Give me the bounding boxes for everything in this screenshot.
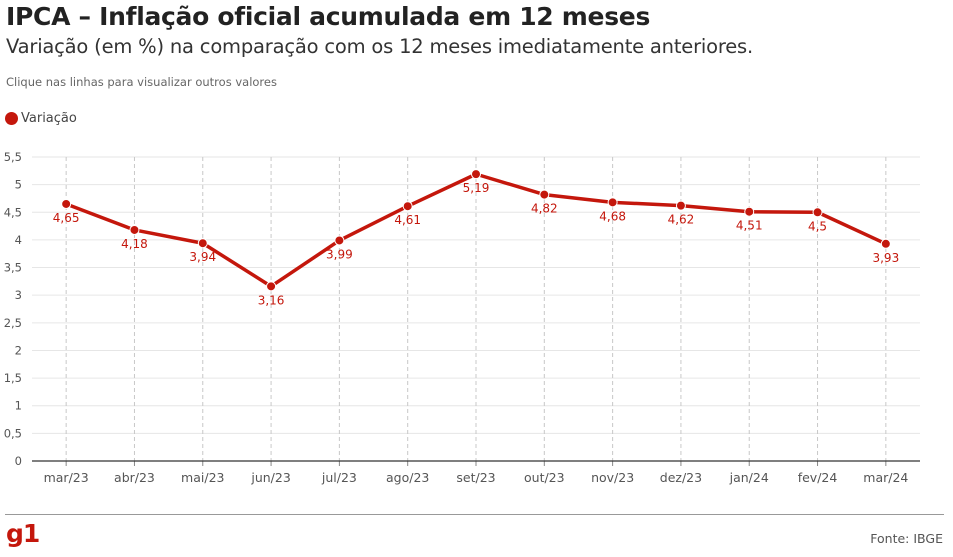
x-tick-label: out/23 <box>524 470 565 485</box>
data-point <box>675 200 686 211</box>
data-label: 3,16 <box>258 293 285 307</box>
data-label: 4,18 <box>121 237 148 251</box>
y-tick-label: 5 <box>15 178 22 192</box>
legend-marker-icon <box>5 112 18 125</box>
x-tick-label: jul/23 <box>321 470 357 485</box>
x-tick-label: jan/24 <box>729 470 769 485</box>
x-tick-label: nov/23 <box>591 470 634 485</box>
data-point <box>471 169 481 180</box>
data-point <box>880 238 891 249</box>
x-tick-label: fev/24 <box>798 470 838 485</box>
y-tick-label: 1 <box>15 399 22 413</box>
data-label: 4,61 <box>394 213 421 227</box>
data-point <box>607 197 618 208</box>
data-label: 4,5 <box>808 219 827 233</box>
legend-label: Variação <box>21 111 77 126</box>
y-tick-label: 2,5 <box>4 316 22 330</box>
x-tick-label: mai/23 <box>181 470 224 485</box>
y-tick-label: 0 <box>15 454 22 468</box>
x-tick-label: ago/23 <box>386 470 429 485</box>
y-tick-label: 3,5 <box>4 261 22 275</box>
data-label: 3,93 <box>872 251 899 265</box>
footer-divider <box>5 514 944 515</box>
data-label: 4,68 <box>599 209 626 223</box>
legend-item-variacao[interactable]: Variação <box>5 111 77 126</box>
g1-logo: g1 <box>6 519 40 548</box>
x-tick-label: set/23 <box>456 470 495 485</box>
line-chart[interactable]: 0 0,5 1 1,5 2 2,5 3 3,5 4 4,5 5 5,5 mar/23 abr/23 mai/… <box>0 140 953 500</box>
y-tick-label: 3 <box>15 288 22 302</box>
data-point <box>402 201 413 212</box>
data-point <box>61 198 72 209</box>
x-tick-label: abr/23 <box>114 470 155 485</box>
x-tick-label: mar/24 <box>863 470 908 485</box>
data-point <box>334 235 345 246</box>
y-tick-label: 1,5 <box>4 371 22 385</box>
data-label: 4,51 <box>736 219 763 233</box>
y-tick-label: 4 <box>15 233 22 247</box>
data-point <box>129 224 140 235</box>
data-label: 5,19 <box>463 181 490 195</box>
x-tick-label: jun/23 <box>250 470 290 485</box>
data-label: 4,62 <box>668 213 695 227</box>
y-tick-label: 0,5 <box>4 426 22 440</box>
chart-subtitle: Variação (em %) na comparação com os 12 … <box>6 35 753 58</box>
x-tick-label: dez/23 <box>660 470 702 485</box>
data-label: 4,82 <box>531 202 558 216</box>
data-label: 3,94 <box>189 250 216 264</box>
source-credit: Fonte: IBGE <box>870 531 943 546</box>
data-point <box>539 189 550 200</box>
data-label: 3,99 <box>326 247 353 261</box>
y-tick-label: 5,5 <box>4 150 22 164</box>
y-tick-label: 4,5 <box>4 205 22 219</box>
chart-title: IPCA – Inflação oficial acumulada em 12 … <box>6 2 651 31</box>
x-tick-label: mar/23 <box>44 470 89 485</box>
data-point <box>812 207 823 218</box>
data-label: 4,65 <box>53 211 80 225</box>
data-point <box>744 206 755 217</box>
data-point <box>266 281 277 292</box>
y-tick-label: 2 <box>15 343 22 357</box>
data-point <box>197 238 208 249</box>
interaction-hint: Clique nas linhas para visualizar outros… <box>6 75 277 89</box>
